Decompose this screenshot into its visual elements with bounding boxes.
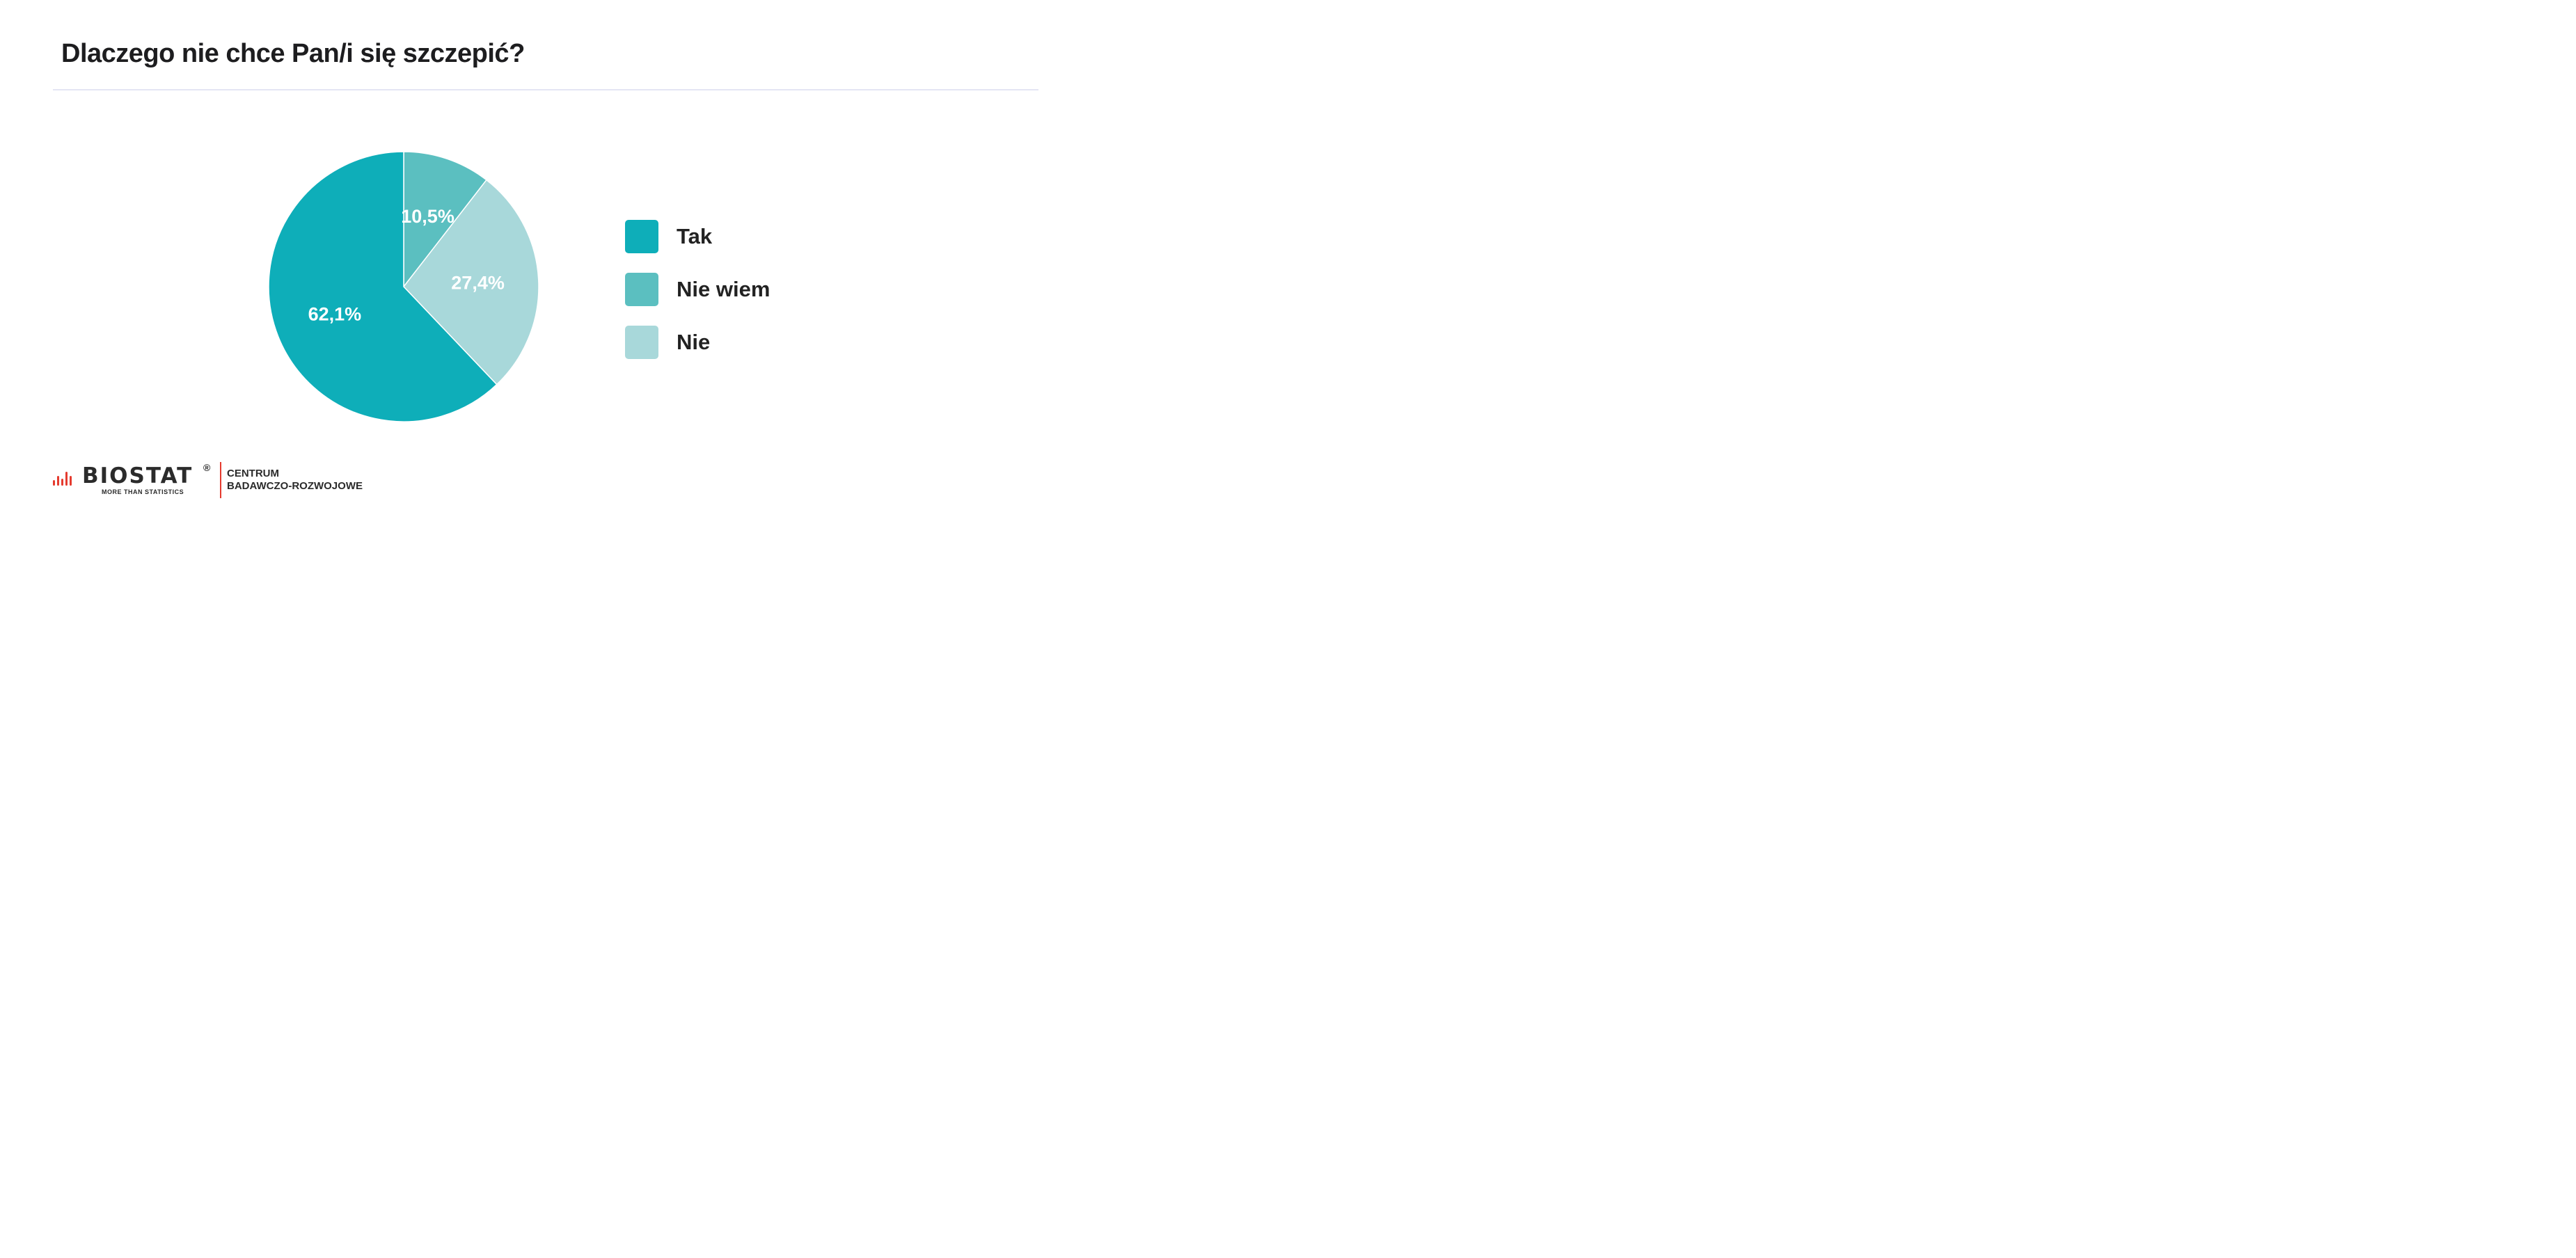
legend-swatch-nie-wiem [625, 273, 658, 306]
legend-label-nie: Nie [677, 330, 711, 354]
data-label-nie-wiem: 10,5% [401, 206, 455, 227]
legend: Tak Nie wiem Nie [625, 220, 848, 366]
pie-slice-tak [268, 151, 498, 422]
registered-mark: ® [203, 462, 211, 473]
pie-slices [268, 151, 539, 422]
legend-label-tak: Tak [677, 224, 713, 248]
legend-label-nie-wiem: Nie wiem [677, 277, 771, 301]
logo-tagline: MORE THAN STATISTICS [102, 488, 184, 495]
legend-swatch-nie [625, 326, 658, 359]
chart-title: Dlaczego nie chce Pan/i się szczepić? [61, 39, 525, 68]
legend-item-nie: Nie [625, 326, 710, 359]
legend-swatch-tak [625, 220, 658, 253]
logo-wordmark: BIOSTAT [82, 463, 193, 488]
data-label-nie: 27,4% [451, 273, 505, 294]
footer-separator [220, 462, 221, 498]
legend-item-nie-wiem: Nie wiem [625, 273, 770, 306]
pie-labels: 10,5% 27,4% 62,1% [308, 206, 505, 325]
pie-chart: 10,5% 27,4% 62,1% [268, 151, 539, 422]
data-label-tak: 62,1% [308, 304, 362, 325]
footer-branding: BIOSTAT ® MORE THAN STATISTICS CENTRUM B… [53, 462, 387, 498]
pie-slice-nie [403, 179, 539, 385]
pie-slice-nie-wiem [403, 151, 487, 289]
legend-item-tak: Tak [625, 220, 712, 253]
org-name-line-2: BADAWCZO-ROZWOJOWE [227, 480, 363, 492]
org-name-line-1: CENTRUM [227, 468, 279, 479]
bar-chart-logo-icon [53, 472, 72, 486]
title-divider [53, 89, 1038, 90]
